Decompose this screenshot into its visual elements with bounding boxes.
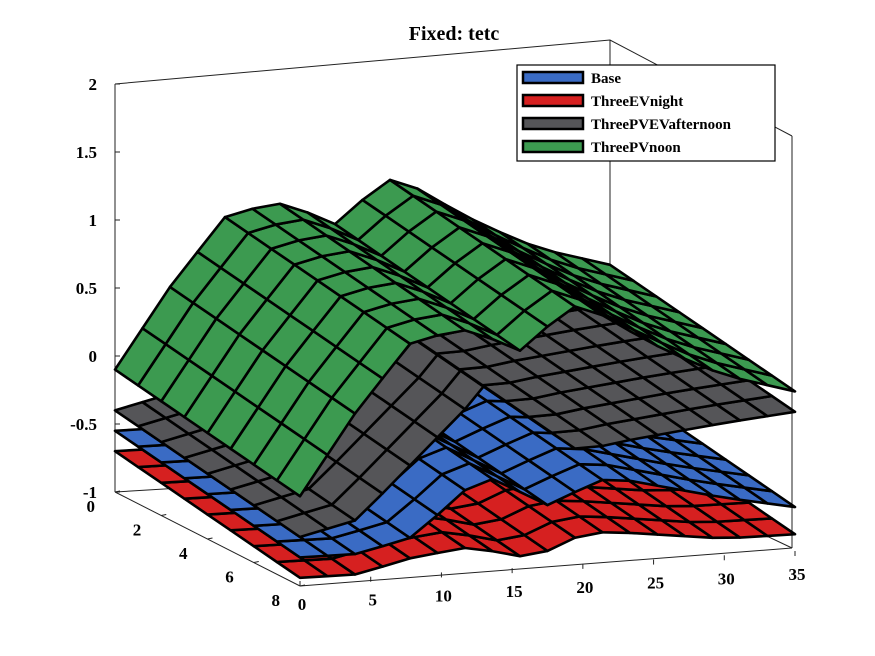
x-axis-ticks: 0 5 10 15 20 25 30 35	[298, 551, 806, 614]
legend-swatch	[521, 70, 585, 85]
legend: Base ThreeEVnight ThreePVEVafternoon Thr…	[516, 64, 776, 162]
y-tick-mark	[161, 514, 167, 516]
legend-label: ThreePVnoon	[591, 140, 681, 156]
x-tick-label: 20	[576, 578, 593, 597]
y-axis-ticks: 0 2 4 6 8	[87, 490, 306, 610]
y-tick-label: 4	[179, 544, 188, 563]
z-tick-label: -1	[83, 483, 97, 502]
surface-patch	[581, 257, 635, 282]
y-tick-mark	[114, 490, 121, 493]
z-axis-ticks: 2 1.5 1 0.5 0 -0.5 -1	[70, 75, 120, 502]
z-tick-label: -0.5	[70, 415, 97, 434]
chart-title: Fixed: tetc	[409, 23, 500, 45]
z-tick-label: 0.5	[76, 279, 97, 298]
y-tick-mark	[253, 561, 259, 563]
y-tick-label: 6	[225, 568, 234, 587]
legend-entry-threepvevafternoon: ThreePVEVafternoon	[521, 116, 732, 133]
legend-entry-threepvnoon: ThreePVnoon	[521, 139, 681, 156]
x-tick-label: 35	[789, 565, 806, 584]
y-tick-mark	[207, 537, 213, 540]
x-axis-line	[299, 547, 793, 587]
z-tick-label: 0	[89, 347, 98, 366]
x-tick-label: 15	[506, 582, 523, 601]
x-tick-label: 0	[298, 595, 307, 614]
z-tick-label: 2	[89, 75, 98, 94]
y-tick-label: 2	[133, 521, 142, 540]
z-tick-label: 1	[89, 211, 98, 230]
x-tick-label: 5	[368, 591, 377, 610]
legend-label: ThreeEVnight	[591, 94, 683, 110]
z-tick-label: 1.5	[76, 143, 97, 162]
legend-swatch	[521, 116, 585, 131]
x-tick-label: 10	[435, 586, 452, 605]
surfaces	[113, 178, 797, 580]
x-tick-label: 30	[718, 569, 735, 588]
legend-entry-threeevnight: ThreeEVnight	[521, 93, 683, 110]
y-tick-mark	[299, 584, 306, 587]
legend-label: Base	[591, 71, 621, 87]
legend-swatch	[521, 139, 585, 154]
surface-ThreePVnoon	[113, 178, 797, 498]
y-tick-label: 0	[87, 497, 96, 516]
y-tick-label: 8	[272, 591, 281, 610]
legend-label: ThreePVEVafternoon	[591, 117, 732, 133]
x-tick-label: 25	[647, 574, 664, 593]
legend-swatch	[521, 93, 585, 108]
legend-entry-base: Base	[521, 70, 621, 87]
